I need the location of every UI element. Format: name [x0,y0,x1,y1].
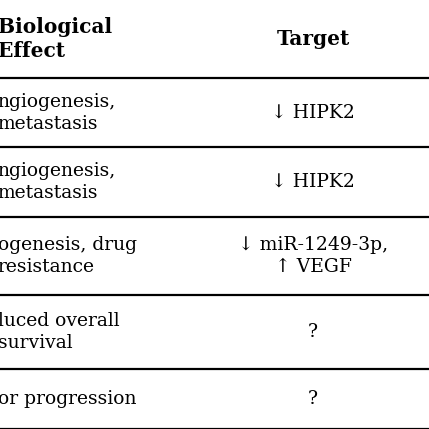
Text: ?: ? [308,323,318,341]
Text: ngiogenesis,
metastasis: ngiogenesis, metastasis [0,93,116,133]
Text: Biological
Effect: Biological Effect [0,17,112,61]
Text: or progression: or progression [0,390,136,408]
Text: ngiogenesis,
metastasis: ngiogenesis, metastasis [0,162,116,202]
Text: luced overall
survival: luced overall survival [0,312,120,351]
Text: ↓ miR-1249-3p,
↑ VEGF: ↓ miR-1249-3p, ↑ VEGF [238,236,388,275]
Text: Target: Target [277,29,350,49]
Text: ↓ HIPK2: ↓ HIPK2 [271,173,355,191]
Text: ↓ HIPK2: ↓ HIPK2 [271,104,355,122]
Text: ogenesis, drug
resistance: ogenesis, drug resistance [0,236,137,275]
Text: ?: ? [308,390,318,408]
